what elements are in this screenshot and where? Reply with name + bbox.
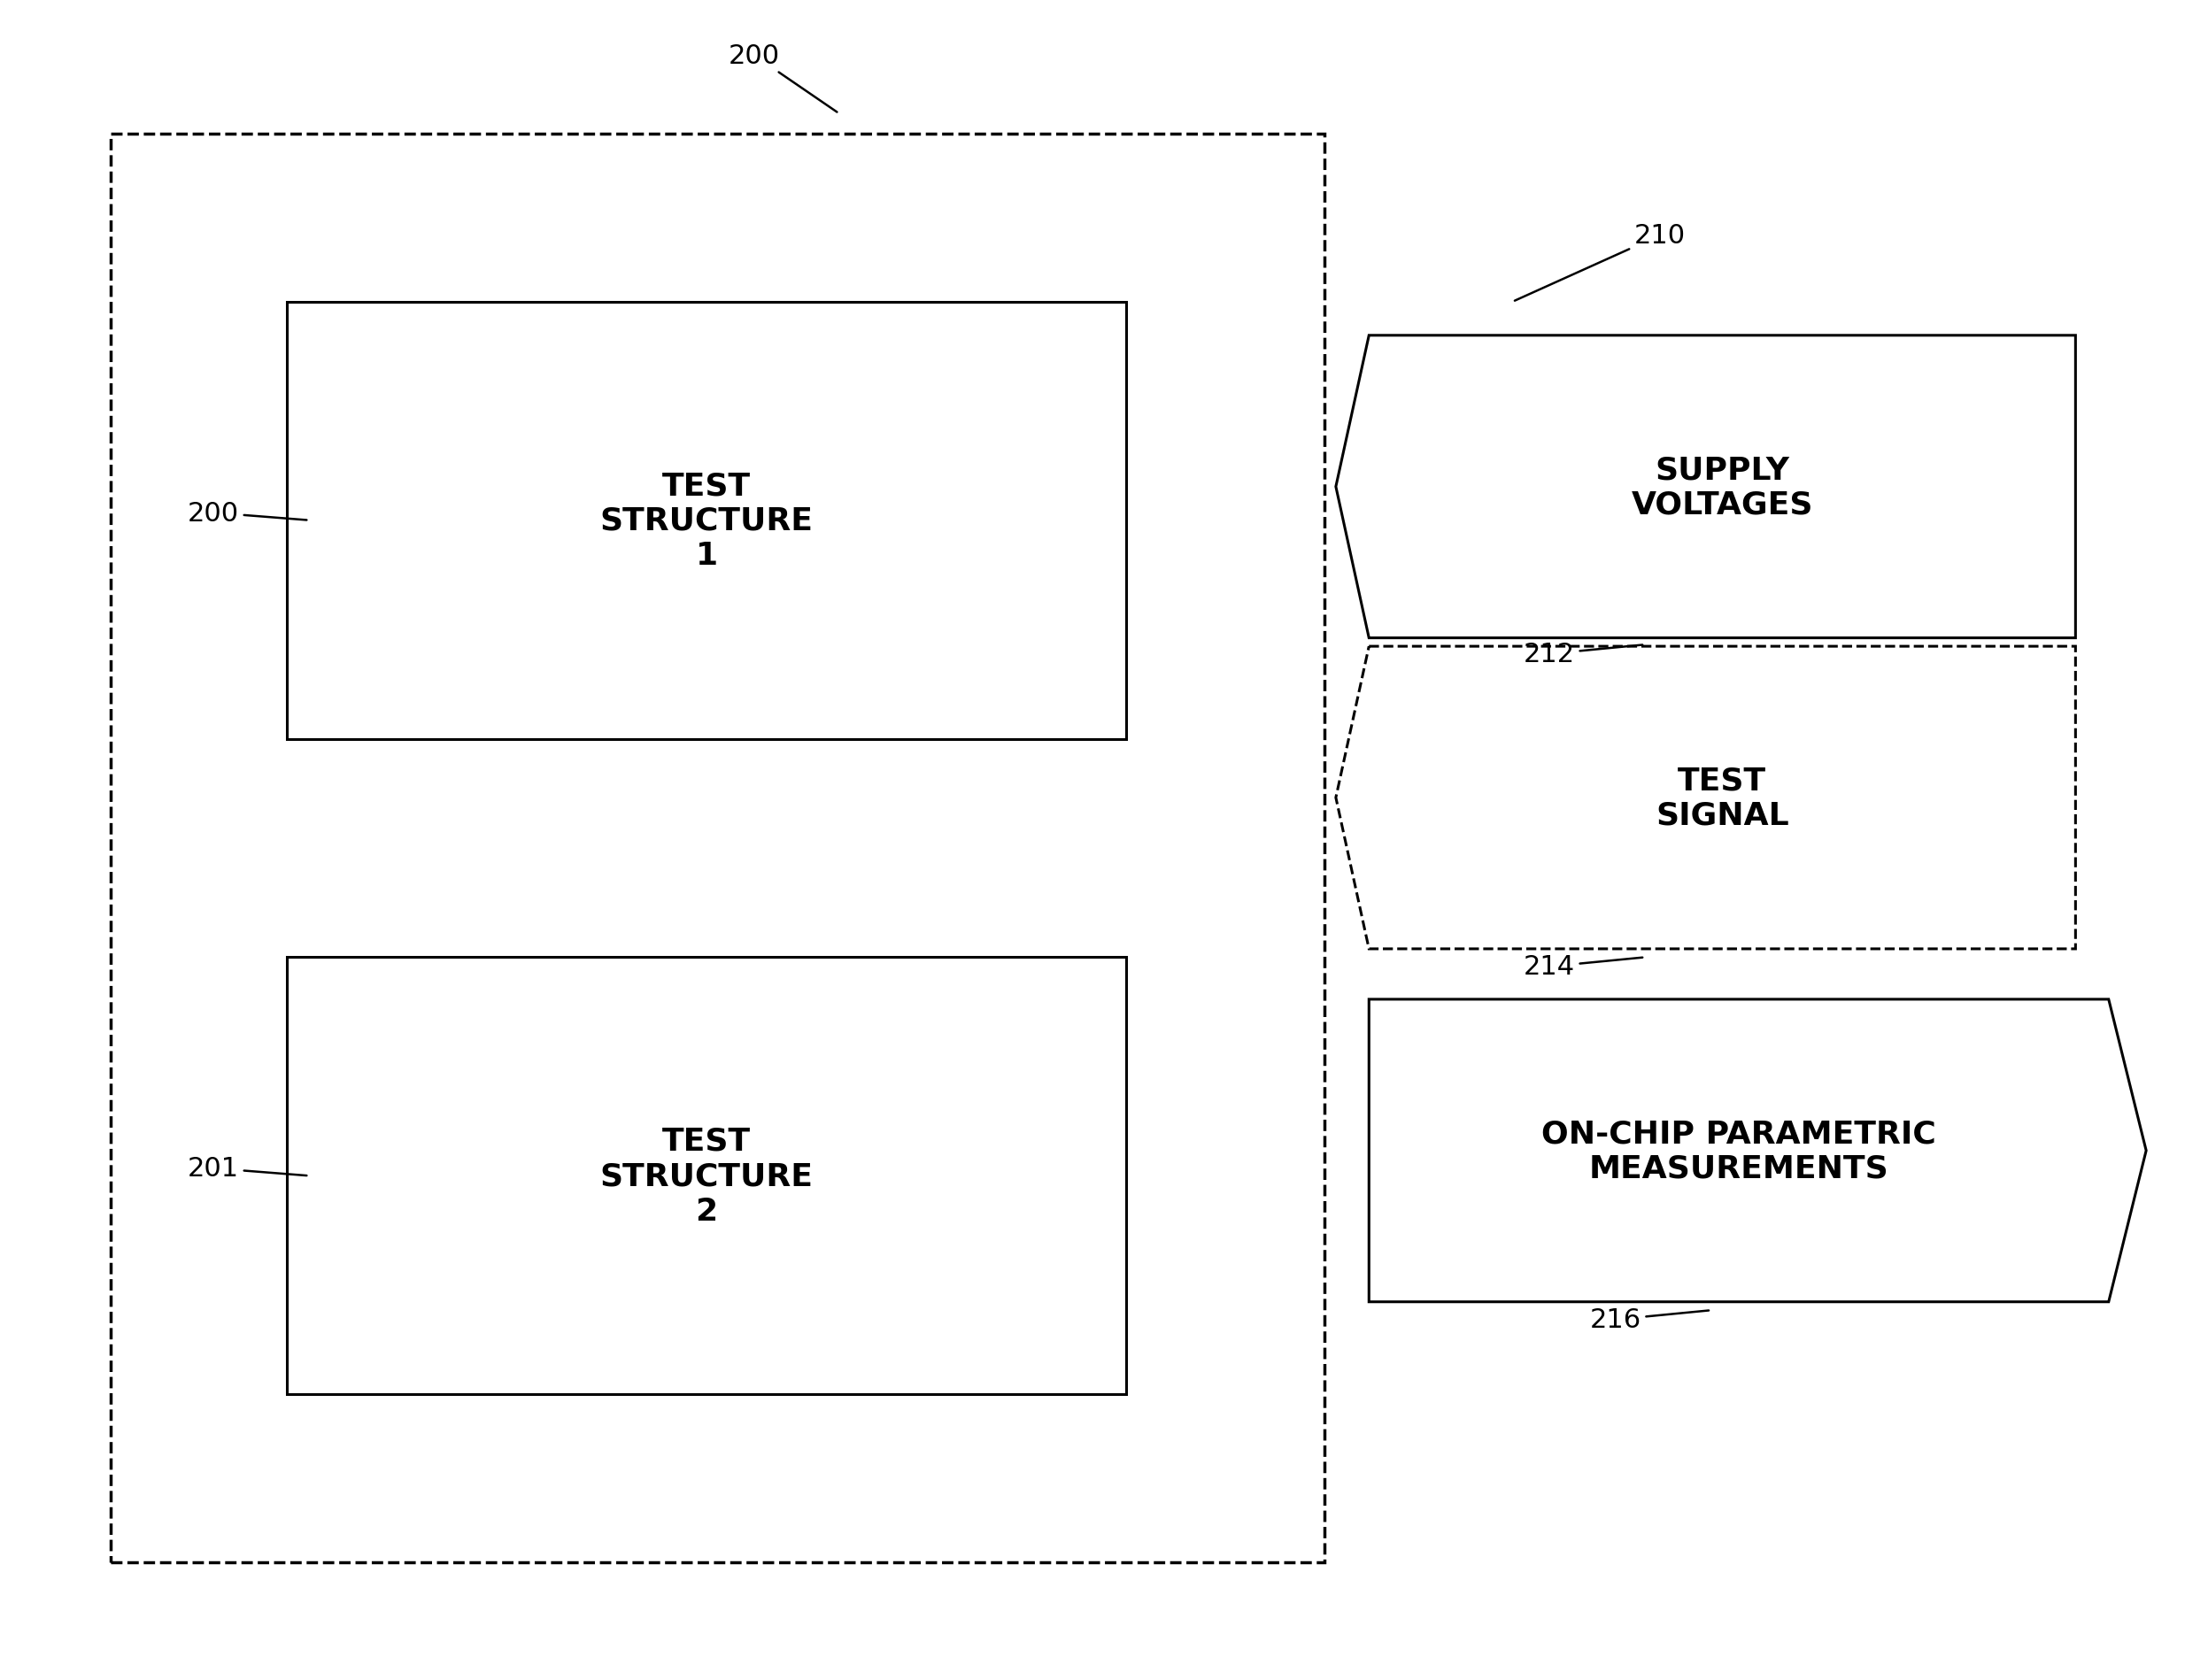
- Text: 201: 201: [188, 1156, 307, 1181]
- Text: TEST
SIGNAL: TEST SIGNAL: [1656, 766, 1788, 830]
- Text: 200: 200: [188, 501, 307, 526]
- Text: 214: 214: [1524, 954, 1643, 979]
- Bar: [110, 134, 1325, 1562]
- Polygon shape: [1336, 647, 2076, 949]
- Text: 200: 200: [729, 44, 837, 113]
- Bar: [287, 958, 1126, 1394]
- Text: SUPPLY
VOLTAGES: SUPPLY VOLTAGES: [1632, 455, 1813, 519]
- Text: 216: 216: [1590, 1307, 1709, 1332]
- Bar: [287, 302, 1126, 739]
- Text: 212: 212: [1524, 642, 1643, 667]
- Text: 210: 210: [1515, 223, 1685, 301]
- Text: TEST
STRUCTURE
2: TEST STRUCTURE 2: [601, 1126, 813, 1226]
- Polygon shape: [1369, 1000, 2146, 1302]
- Text: TEST
STRUCTURE
1: TEST STRUCTURE 1: [601, 470, 813, 571]
- Polygon shape: [1336, 336, 2076, 638]
- Text: ON-CHIP PARAMETRIC
MEASUREMENTS: ON-CHIP PARAMETRIC MEASUREMENTS: [1541, 1119, 1936, 1183]
